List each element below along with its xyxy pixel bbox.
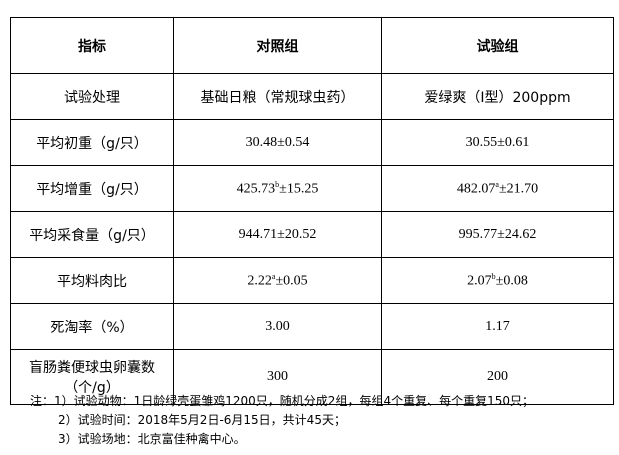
table-row: 试验处理 基础日粮（常规球虫药） 爱绿爽（Ⅰ型）200ppm bbox=[10, 73, 614, 120]
significance-mark: a bbox=[495, 179, 499, 189]
value-main: 482.07 bbox=[456, 181, 496, 197]
control-value: 基础日粮（常规球虫药） bbox=[173, 73, 382, 120]
trial-value: 爱绿爽（Ⅰ型）200ppm bbox=[381, 73, 614, 120]
value-main: 2.07 bbox=[467, 273, 492, 289]
table-row: 平均采食量（g/只） 944.71±20.52 995.77±24.62 bbox=[10, 211, 614, 258]
control-value: 2.22a±0.05 bbox=[173, 257, 382, 304]
results-table: 指标 对照组 试验组 试验处理 基础日粮（常规球虫药） 爱绿爽（Ⅰ型）200ppm 平… bbox=[10, 17, 614, 405]
value-main: 30.48±0.54 bbox=[245, 134, 310, 150]
table-notes: 注：1）试验动物：1日龄绿壳蛋雏鸡1200只，随机分成2组，每组4个重复、每个重… bbox=[30, 392, 534, 449]
trial-value: 200 bbox=[381, 349, 614, 405]
value-main: 200 bbox=[487, 369, 508, 384]
significance-mark: b bbox=[491, 271, 496, 281]
value-main: 300 bbox=[267, 369, 288, 384]
control-value: 944.71±20.52 bbox=[173, 211, 382, 258]
trial-value: 30.55±0.61 bbox=[381, 119, 614, 166]
control-value: 3.00 bbox=[173, 303, 382, 350]
note-1: 注：1）试验动物：1日龄绿壳蛋雏鸡1200只，随机分成2组，每组4个重复、每个重… bbox=[30, 394, 534, 408]
value-sd: ±0.05 bbox=[275, 273, 308, 289]
table-header: 指标 对照组 试验组 bbox=[10, 17, 614, 74]
header-trial: 试验组 bbox=[381, 17, 614, 74]
trial-value: 482.07a±21.70 bbox=[381, 165, 614, 212]
row-label: 死淘率（%） bbox=[10, 303, 174, 350]
row-label: 平均增重（g/只） bbox=[10, 165, 174, 212]
value-main: 995.77±24.62 bbox=[458, 226, 537, 242]
row-label: 平均采食量（g/只） bbox=[10, 211, 174, 258]
value-main: 2.22 bbox=[247, 273, 272, 289]
row-label: 平均初重（g/只） bbox=[10, 119, 174, 166]
header-control: 对照组 bbox=[173, 17, 382, 74]
control-value: 30.48±0.54 bbox=[173, 119, 382, 166]
table-row: 盲肠粪便球虫卵囊数（个/g） 300 200 bbox=[10, 349, 614, 405]
table-row: 平均增重（g/只） 425.73b±15.25 482.07a±21.70 bbox=[10, 165, 614, 212]
value-main: 基础日粮（常规球虫药） bbox=[200, 89, 355, 106]
value-sd: ±15.25 bbox=[279, 181, 319, 197]
significance-mark: b bbox=[275, 179, 280, 189]
trial-value: 1.17 bbox=[381, 303, 614, 350]
row-label: 平均料肉比 bbox=[10, 257, 174, 304]
row-label: 盲肠粪便球虫卵囊数（个/g） bbox=[10, 349, 174, 405]
value-main: 1.17 bbox=[485, 318, 510, 334]
value-main: 425.73 bbox=[236, 181, 276, 197]
control-value: 425.73b±15.25 bbox=[173, 165, 382, 212]
value-main: 3.00 bbox=[265, 318, 290, 334]
value-sd: ±0.08 bbox=[495, 273, 528, 289]
trial-value: 995.77±24.62 bbox=[381, 211, 614, 258]
control-value: 300 bbox=[173, 349, 382, 405]
table-row: 平均初重（g/只） 30.48±0.54 30.55±0.61 bbox=[10, 119, 614, 166]
table-row: 平均料肉比 2.22a±0.05 2.07b±0.08 bbox=[10, 257, 614, 304]
value-main: 30.55±0.61 bbox=[465, 134, 530, 150]
significance-mark: a bbox=[271, 271, 276, 281]
note-2: 2）试验时间：2018年5月2日-6月15日，共计45天； bbox=[58, 413, 346, 427]
note-3: 3）试验场地：北京富佳种禽中心。 bbox=[58, 432, 246, 446]
value-main: 944.71±20.52 bbox=[238, 226, 317, 242]
table-row: 死淘率（%） 3.00 1.17 bbox=[10, 303, 614, 350]
header-indicator: 指标 bbox=[10, 17, 174, 74]
trial-value: 2.07b±0.08 bbox=[381, 257, 614, 304]
value-sd: ±21.70 bbox=[498, 181, 539, 197]
value-main: 爱绿爽（Ⅰ型）200ppm bbox=[424, 89, 571, 106]
row-label: 试验处理 bbox=[10, 73, 174, 120]
